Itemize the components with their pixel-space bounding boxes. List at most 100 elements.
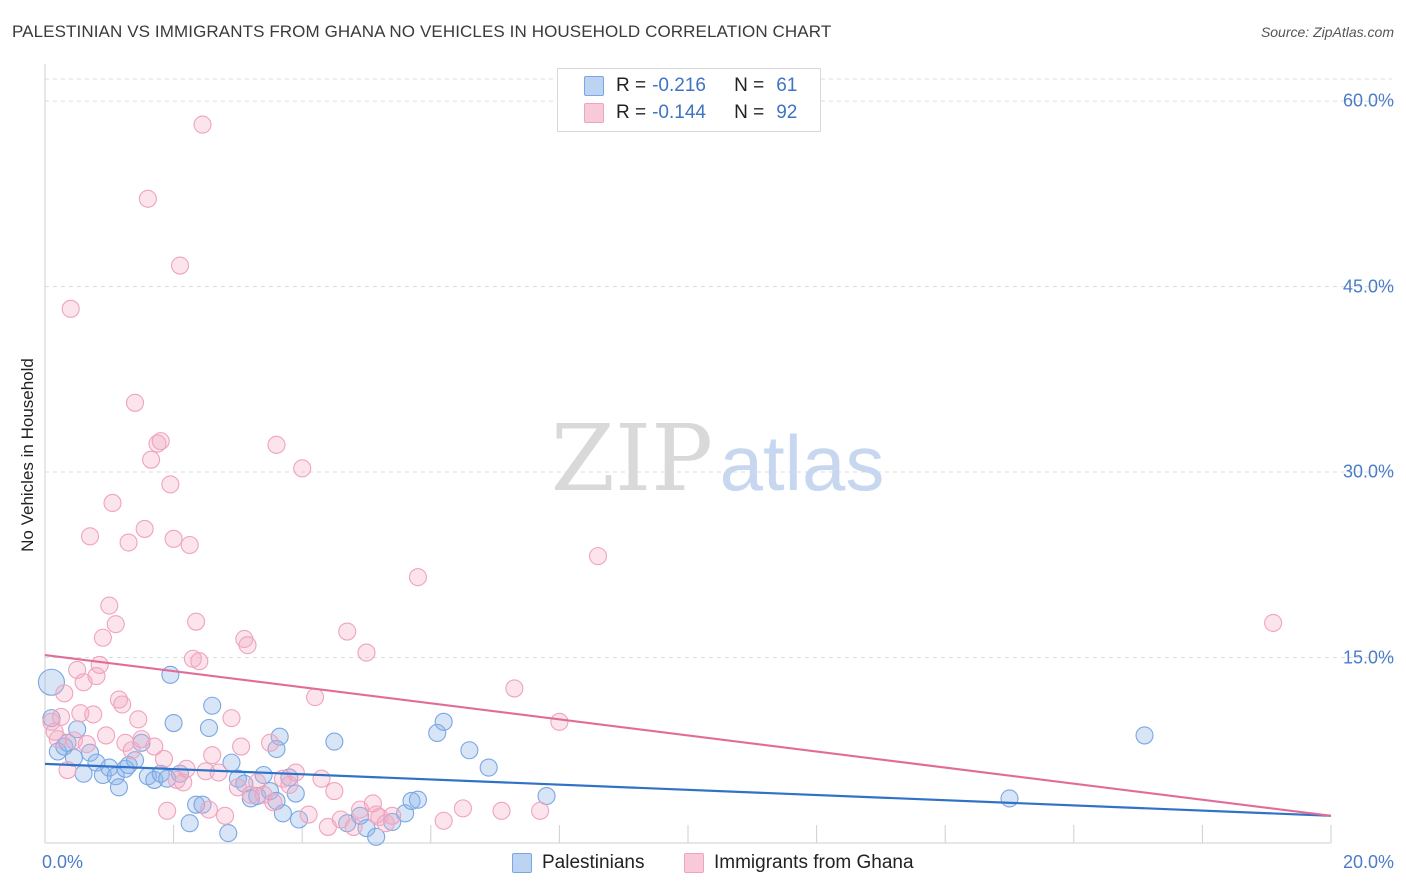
y-tick-label: 45.0% bbox=[1342, 276, 1394, 297]
data-point bbox=[37, 668, 65, 696]
y-tick-label: 30.0% bbox=[1342, 461, 1394, 482]
data-point bbox=[408, 568, 427, 587]
data-point bbox=[325, 732, 344, 751]
data-point bbox=[209, 763, 228, 782]
data-point bbox=[48, 730, 67, 749]
data-point bbox=[203, 696, 222, 715]
grid-lines bbox=[45, 78, 1392, 659]
data-point bbox=[367, 827, 386, 846]
data-point bbox=[135, 519, 154, 538]
data-point bbox=[129, 710, 148, 729]
data-point bbox=[109, 778, 128, 797]
data-point bbox=[164, 714, 183, 733]
data-point bbox=[55, 684, 74, 703]
data-point bbox=[306, 688, 325, 707]
data-point bbox=[125, 393, 145, 412]
data-point bbox=[460, 741, 479, 760]
data-point bbox=[145, 737, 164, 756]
data-point bbox=[61, 299, 80, 318]
data-point bbox=[164, 529, 183, 548]
data-point bbox=[289, 810, 309, 829]
data-point bbox=[453, 799, 473, 818]
data-point bbox=[193, 115, 212, 134]
data-point bbox=[125, 751, 145, 770]
watermark-zip: ZIP bbox=[551, 405, 713, 512]
data-point bbox=[190, 652, 209, 671]
data-point bbox=[80, 527, 100, 546]
legend-row-palestinians: R = -0.216 N = 61 bbox=[584, 74, 797, 98]
chart-title: PALESTINIAN VS IMMIGRANTS FROM GHANA NO … bbox=[12, 22, 832, 41]
data-point bbox=[344, 817, 363, 836]
legend-n-value-ghana: 92 bbox=[776, 102, 798, 123]
source-label: Source: ZipAtlas.com bbox=[1260, 24, 1394, 40]
data-point bbox=[180, 535, 199, 555]
x-tick-label-min: 0.0% bbox=[42, 852, 84, 872]
data-point bbox=[299, 805, 318, 824]
data-point bbox=[357, 643, 376, 662]
data-point bbox=[199, 800, 219, 819]
data-point bbox=[84, 705, 103, 724]
legend-swatch-palestinians bbox=[584, 76, 604, 96]
data-point bbox=[408, 790, 427, 809]
data-point bbox=[180, 814, 199, 833]
data-point bbox=[161, 475, 180, 494]
data-point bbox=[215, 806, 235, 825]
data-point bbox=[93, 628, 112, 647]
data-point bbox=[325, 782, 344, 801]
watermark-atlas: atlas bbox=[720, 419, 885, 507]
data-point bbox=[434, 811, 453, 830]
data-point bbox=[376, 814, 395, 833]
legend-label-palestinians: Palestinians bbox=[542, 852, 645, 873]
data-point bbox=[434, 712, 453, 731]
data-point bbox=[1264, 613, 1283, 632]
data-point bbox=[97, 726, 116, 745]
legend-n-label: N = bbox=[734, 102, 765, 123]
trend-line bbox=[44, 653, 1332, 817]
legend-swatch-ghana bbox=[684, 853, 704, 873]
data-point bbox=[267, 435, 286, 454]
data-point bbox=[170, 256, 190, 275]
data-point bbox=[148, 434, 167, 453]
points-ghana bbox=[42, 115, 1283, 836]
bottom-legend-ghana: Immigrants from Ghana bbox=[684, 852, 914, 874]
data-point bbox=[286, 763, 305, 782]
data-point bbox=[174, 773, 193, 792]
legend-n-value-palestinians: 61 bbox=[776, 75, 798, 96]
data-point bbox=[428, 723, 447, 743]
data-point bbox=[77, 735, 96, 754]
data-point bbox=[1000, 789, 1019, 808]
data-point bbox=[492, 801, 511, 820]
data-point bbox=[264, 793, 283, 812]
data-point bbox=[222, 709, 241, 728]
data-point bbox=[90, 655, 109, 674]
data-point bbox=[402, 791, 421, 811]
x-tick-label-max: 20.0% bbox=[1342, 852, 1394, 872]
data-point bbox=[479, 758, 498, 777]
data-point bbox=[1135, 726, 1154, 745]
stats-legend: R = -0.216 N = 61 R = -0.144 N = 92 bbox=[557, 68, 821, 132]
data-point bbox=[254, 765, 273, 785]
trend-line bbox=[44, 762, 1332, 817]
legend-swatch-palestinians bbox=[512, 853, 532, 873]
data-point bbox=[158, 801, 177, 820]
data-point bbox=[238, 636, 257, 655]
trend-lines bbox=[44, 653, 1332, 817]
data-point bbox=[312, 769, 331, 788]
legend-r-value-palestinians: -0.216 bbox=[652, 75, 706, 96]
data-point bbox=[106, 615, 125, 634]
data-point bbox=[87, 667, 106, 686]
data-point bbox=[151, 432, 170, 451]
legend-r-value-ghana: -0.144 bbox=[652, 102, 706, 123]
data-point bbox=[142, 450, 161, 469]
data-point bbox=[293, 459, 312, 478]
data-point bbox=[203, 746, 222, 765]
data-point bbox=[531, 801, 550, 820]
data-point bbox=[154, 749, 174, 768]
data-point bbox=[187, 612, 206, 631]
data-point bbox=[338, 622, 357, 641]
data-point bbox=[100, 596, 119, 615]
data-point bbox=[588, 547, 608, 566]
data-point bbox=[383, 806, 402, 825]
data-point bbox=[138, 189, 157, 208]
